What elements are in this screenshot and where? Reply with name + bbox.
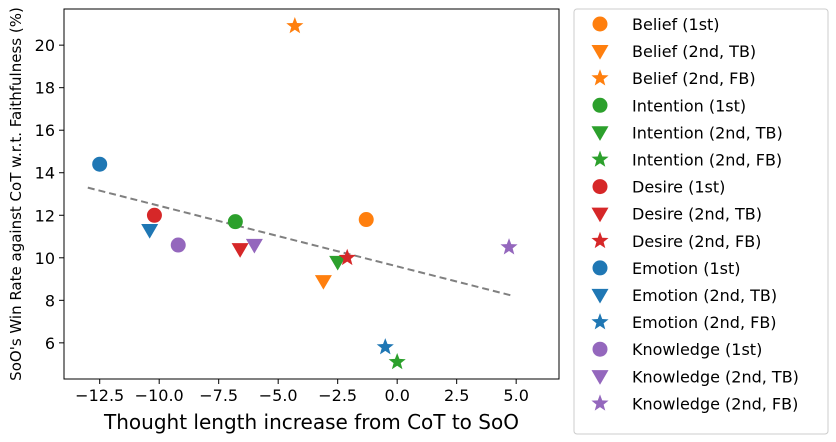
legend-label-desire-2nd-tb: Desire (2nd, TB) (632, 205, 762, 224)
legend-label-emotion-2nd-fb: Emotion (2nd, FB) (632, 313, 777, 332)
y-tick-label: 6 (45, 334, 55, 353)
legend-label-intention-2nd-tb: Intention (2nd, TB) (632, 123, 783, 142)
point-emotion-2nd-tb (141, 224, 159, 239)
x-tick-label: 2.5 (444, 386, 469, 405)
legend-marker-knowledge-2nd-tb (591, 370, 609, 385)
data-points (92, 17, 518, 370)
point-belief-2nd-tb (314, 275, 332, 290)
y-tick-label: 16 (35, 121, 55, 140)
legend-label-knowledge-2nd-tb: Knowledge (2nd, TB) (632, 367, 799, 386)
legend-label-belief-2nd-fb: Belief (2nd, FB) (632, 69, 756, 88)
x-tick-label: −10.0 (135, 386, 184, 405)
x-tick-label: −2.5 (318, 386, 357, 405)
y-tick-label: 20 (35, 36, 55, 55)
legend-label-desire-2nd-fb: Desire (2nd, FB) (632, 232, 761, 251)
y-tick-label: 8 (45, 291, 55, 310)
legend-label-emotion-2nd-tb: Emotion (2nd, TB) (632, 286, 777, 305)
legend-marker-intention-2nd-tb (591, 126, 609, 141)
x-axis-label: Thought length increase from CoT to SoO (103, 410, 519, 434)
point-knowledge-2nd-tb (245, 238, 263, 254)
legend-marker-desire-1st (592, 179, 608, 195)
legend-marker-emotion-1st (592, 260, 608, 276)
y-axis-label: SoO's Win Rate against CoT w.r.t. Faithf… (7, 7, 25, 381)
point-belief-2nd-fb (286, 17, 304, 34)
legend-items: Belief (1st) Belief (2nd, TB) Belief (2nd,… (591, 15, 799, 413)
x-tick-label: −7.5 (199, 386, 238, 405)
point-desire-2nd-fb (338, 248, 356, 266)
legend-label-emotion-1st: Emotion (1st) (632, 259, 741, 278)
y-axis-ticks: 6 8 10 12 14 16 18 20 (35, 36, 64, 353)
point-intention-1st (227, 214, 243, 230)
legend-marker-emotion-2nd-tb (591, 288, 609, 304)
legend-marker-emotion-2nd-fb (591, 313, 609, 330)
legend-label-belief-1st: Belief (1st) (632, 15, 720, 34)
legend-label-intention-2nd-fb: Intention (2nd, FB) (632, 151, 782, 170)
point-desire-2nd-tb (231, 243, 249, 258)
y-tick-label: 14 (35, 164, 55, 183)
point-emotion-2nd-fb (376, 338, 394, 355)
x-axis-ticks: −12.5 −10.0 −7.5 −5.0 −2.5 0.0 2.5 5.0 (75, 379, 529, 405)
x-tick-label: −12.5 (75, 386, 124, 405)
legend-marker-belief-2nd-tb (591, 44, 609, 60)
legend-label-knowledge-1st: Knowledge (1st) (632, 340, 762, 359)
legend-marker-belief-2nd-fb (591, 69, 609, 86)
point-intention-2nd-tb (329, 255, 347, 271)
y-tick-label: 10 (35, 249, 55, 268)
point-intention-2nd-fb (388, 352, 406, 370)
legend-label-knowledge-2nd-fb: Knowledge (2nd, FB) (632, 394, 798, 413)
point-knowledge-1st (170, 237, 186, 253)
legend-marker-knowledge-1st (592, 341, 608, 357)
x-tick-label: −5.0 (259, 386, 298, 405)
point-desire-1st (146, 207, 162, 223)
legend-marker-belief-1st (592, 16, 608, 32)
legend-marker-desire-2nd-fb (591, 231, 609, 249)
legend: Belief (1st) Belief (2nd, TB) Belief (2nd,… (573, 8, 829, 435)
plot-area (63, 8, 560, 380)
legend-marker-intention-1st (592, 97, 608, 113)
legend-marker-intention-2nd-fb (591, 150, 609, 167)
trend-line (87, 186, 515, 298)
point-belief-1st (358, 212, 374, 228)
point-emotion-1st (92, 156, 108, 172)
legend-label-belief-2nd-tb: Belief (2nd, TB) (632, 42, 756, 61)
legend-label-desire-1st: Desire (1st) (632, 178, 725, 197)
y-tick-label: 18 (35, 79, 55, 98)
legend-frame (573, 8, 829, 435)
legend-marker-desire-2nd-tb (591, 207, 609, 223)
legend-label-intention-1st: Intention (1st) (632, 96, 746, 115)
legend-marker-knowledge-2nd-fb (591, 394, 609, 411)
point-knowledge-2nd-fb (500, 238, 518, 255)
x-tick-label: 0.0 (384, 386, 409, 405)
y-tick-label: 12 (35, 206, 55, 225)
x-tick-label: 5.0 (503, 386, 528, 405)
